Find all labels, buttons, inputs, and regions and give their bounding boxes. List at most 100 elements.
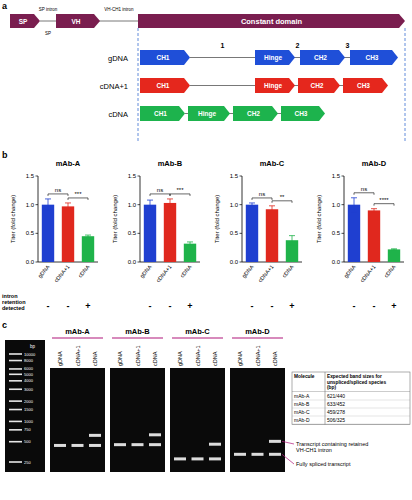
table-frame xyxy=(292,372,410,425)
error-bar xyxy=(289,236,295,245)
gel-band xyxy=(234,453,246,456)
retention-mark: - xyxy=(67,301,70,311)
significance-bracket xyxy=(150,194,170,196)
bar xyxy=(62,206,74,262)
diagram: SPVHConstant domainSP intronVH-CH1 intro… xyxy=(10,7,405,142)
ladder-gel xyxy=(5,340,45,472)
significance-label: *** xyxy=(176,187,184,193)
retention-mark: + xyxy=(289,301,294,311)
significance-label: ns xyxy=(259,191,265,197)
bar xyxy=(368,210,380,262)
segment-label: SP xyxy=(19,18,28,25)
tick-label: 0.0 xyxy=(26,259,35,265)
ladder-label: 750 xyxy=(24,427,31,432)
text-line: Expected band sizes for xyxy=(327,374,382,379)
tick-label: 0.5 xyxy=(230,230,239,236)
marks xyxy=(348,198,400,262)
segment-label: CH3 xyxy=(294,110,307,117)
retention-mark: - xyxy=(47,301,50,311)
lane-label: cDNA+1 xyxy=(255,345,261,366)
table-cell: mAb-C xyxy=(294,409,310,415)
significance-bracket xyxy=(48,194,68,196)
gel-band xyxy=(54,444,66,447)
table-cell: 506/325 xyxy=(327,417,345,423)
ladder-band xyxy=(9,373,22,375)
gel xyxy=(50,368,105,472)
error-bar xyxy=(45,199,51,210)
text-line: Fully spliced transcript xyxy=(296,461,351,467)
tick-label: 0.5 xyxy=(26,230,35,236)
bar xyxy=(348,205,360,262)
gel-title-underline xyxy=(52,337,103,338)
gel-title-underline xyxy=(232,337,283,338)
gel-band xyxy=(269,440,281,443)
bar-chart: mAb-DTiter (fold change)0.00.51.01.5gDNA… xyxy=(316,159,404,283)
exon-segment xyxy=(281,106,325,121)
lane-label: cDNA+1 xyxy=(75,345,81,366)
chart-title: mAb-A xyxy=(56,159,81,168)
exon-segment xyxy=(255,78,295,93)
row-label: cDNA+1 xyxy=(100,82,128,91)
ladder-band xyxy=(9,353,22,355)
header-segment xyxy=(56,14,100,28)
annotation-pointer xyxy=(282,441,294,444)
retention-mark: - xyxy=(251,301,254,311)
error-bar xyxy=(85,235,91,237)
table-cell: 459/278 xyxy=(327,409,345,415)
intron-number: 1 xyxy=(221,42,225,49)
bar xyxy=(42,205,54,262)
exon-segment xyxy=(188,106,230,121)
gel-band xyxy=(149,443,161,446)
lane-label: cDNA xyxy=(92,351,98,366)
panel-label: b xyxy=(2,150,8,160)
ladder-label: 250 xyxy=(24,460,31,465)
gel-band xyxy=(174,457,186,460)
exon-segment xyxy=(300,50,345,65)
gel-title: mAb-B xyxy=(125,327,150,336)
ladder-label: 10000 xyxy=(24,352,36,357)
significance-label: *** xyxy=(74,191,82,197)
ladder-band xyxy=(9,360,22,362)
marks xyxy=(246,203,298,262)
row-label: intronretentiondetected xyxy=(2,293,26,311)
tick-label: 1.5 xyxy=(230,173,239,179)
ladder-label: 6000 xyxy=(24,366,34,371)
lane-label: cDNA xyxy=(212,351,218,366)
y-axis xyxy=(344,176,345,262)
segment-label: CH2 xyxy=(314,54,327,61)
gel-title-underline xyxy=(172,337,223,338)
bar-chart: mAb-BTiter (fold change)0.00.51.01.5gDNA… xyxy=(112,159,200,283)
bar xyxy=(388,249,400,262)
tick-label: 1.0 xyxy=(230,202,239,208)
x-tick-label: cDNA+1 xyxy=(53,264,71,284)
panel-label: c xyxy=(2,320,7,330)
ladder-label: 5000 xyxy=(24,372,34,377)
gel-band xyxy=(269,453,281,456)
retention-mark: + xyxy=(391,301,396,311)
ladder-band xyxy=(9,429,22,431)
table-cell: mAb-D xyxy=(294,417,310,423)
segment-label: Constant domain xyxy=(241,17,303,26)
ladder-label: 1500 xyxy=(24,407,34,412)
segment-label: CH2 xyxy=(310,82,323,89)
x-tick-label: cDNA+1 xyxy=(155,264,173,284)
significance-bracket xyxy=(374,204,394,206)
header-segment xyxy=(10,14,40,28)
y-axis xyxy=(38,176,39,262)
lane-label: cDNA+1 xyxy=(195,345,201,366)
retention-mark: - xyxy=(271,301,274,311)
segment-label: CH2 xyxy=(247,110,260,117)
tick-label: 1.5 xyxy=(26,173,35,179)
significance-label: ns xyxy=(157,187,163,193)
table-cell: 621/440 xyxy=(327,393,345,399)
bar xyxy=(246,205,258,262)
table-rule xyxy=(292,391,410,392)
gel-band xyxy=(89,434,101,437)
gel-band xyxy=(72,444,84,447)
table-cell: mAb-B xyxy=(294,401,310,407)
segment-label: CH1 xyxy=(154,110,167,117)
x-tick-label: cDNA xyxy=(383,264,397,279)
table-rule xyxy=(292,408,410,409)
gel-band xyxy=(209,443,221,446)
significance-bracket xyxy=(68,198,88,200)
